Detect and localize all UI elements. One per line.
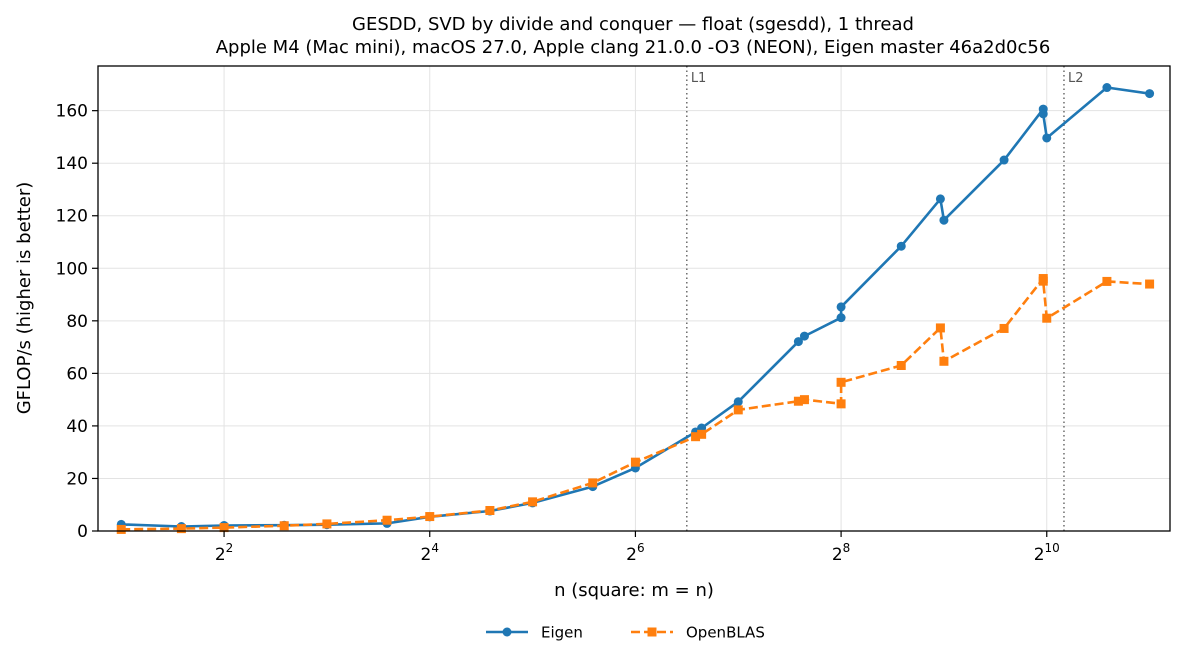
data-point (116, 524, 126, 534)
data-point (1042, 133, 1052, 143)
y-tick-label: 0 (77, 522, 88, 542)
data-point (836, 377, 846, 387)
y-tick-label: 140 (56, 154, 88, 174)
data-point (896, 241, 906, 251)
data-point (1145, 279, 1155, 289)
y-tick-label: 100 (56, 259, 88, 279)
data-point (793, 337, 803, 347)
data-point (1102, 83, 1112, 93)
legend-marker (647, 627, 657, 637)
data-point (485, 506, 495, 516)
data-point (939, 356, 949, 366)
data-point (896, 360, 906, 370)
y-axis-label: GFLOP/s (higher is better) (14, 182, 35, 415)
x-tick-label: 28 (832, 541, 850, 565)
series-group (116, 83, 1155, 534)
y-axis: 0 20 40 60 80 100 120 140 160 (56, 102, 98, 542)
y-tick-label: 20 (66, 469, 88, 489)
chart-title: GESDD, SVD by divide and conquer — float… (352, 14, 914, 35)
x-tick-label: 22 (215, 541, 233, 565)
data-point (588, 478, 598, 488)
data-point (733, 405, 743, 415)
x-tick-label: 24 (421, 541, 439, 565)
data-point (935, 194, 945, 204)
data-point (322, 519, 332, 529)
y-tick-label: 80 (66, 312, 88, 332)
y-tick-label: 40 (66, 417, 88, 437)
plot-frame (97, 65, 1171, 532)
x-axis: 22 24 26 28 210 (215, 531, 1060, 565)
y-tick-label: 120 (56, 207, 88, 227)
data-point (799, 395, 809, 405)
cache-line-label: L2 (1068, 71, 1084, 86)
data-point (697, 429, 707, 439)
data-point (1102, 276, 1112, 286)
legend-label: OpenBLAS (686, 624, 765, 642)
data-point (799, 331, 809, 341)
data-point (836, 399, 846, 409)
data-point (1038, 109, 1048, 119)
data-point (219, 523, 229, 533)
y-tick-label: 60 (66, 364, 88, 384)
data-point (382, 515, 392, 525)
data-point (999, 155, 1009, 165)
grid-lines (98, 66, 1170, 532)
data-point (939, 215, 949, 225)
data-point (279, 521, 289, 531)
x-tick-label: 26 (626, 541, 644, 565)
data-point (630, 457, 640, 467)
data-point (836, 313, 846, 323)
x-axis-label: n (square: m = n) (554, 580, 714, 601)
y-tick-label: 160 (56, 102, 88, 122)
data-point (733, 397, 743, 407)
cache-lines: L1 L2 (686, 66, 1084, 531)
cache-line-label: L1 (691, 71, 707, 86)
legend: Eigen OpenBLAS (486, 624, 765, 642)
data-point (935, 323, 945, 333)
data-point (425, 512, 435, 522)
legend-label: Eigen (541, 624, 583, 642)
chart-subtitle: Apple M4 (Mac mini), macOS 27.0, Apple c… (216, 37, 1051, 58)
legend-marker (502, 627, 512, 637)
data-point (1042, 313, 1052, 323)
x-tick-label: 210 (1034, 541, 1060, 565)
data-point (793, 396, 803, 406)
data-point (1038, 276, 1048, 286)
data-point (836, 302, 846, 312)
data-point (691, 432, 701, 442)
data-point (1145, 89, 1155, 99)
data-point (176, 524, 186, 534)
data-point (999, 323, 1009, 333)
data-point (528, 497, 538, 507)
